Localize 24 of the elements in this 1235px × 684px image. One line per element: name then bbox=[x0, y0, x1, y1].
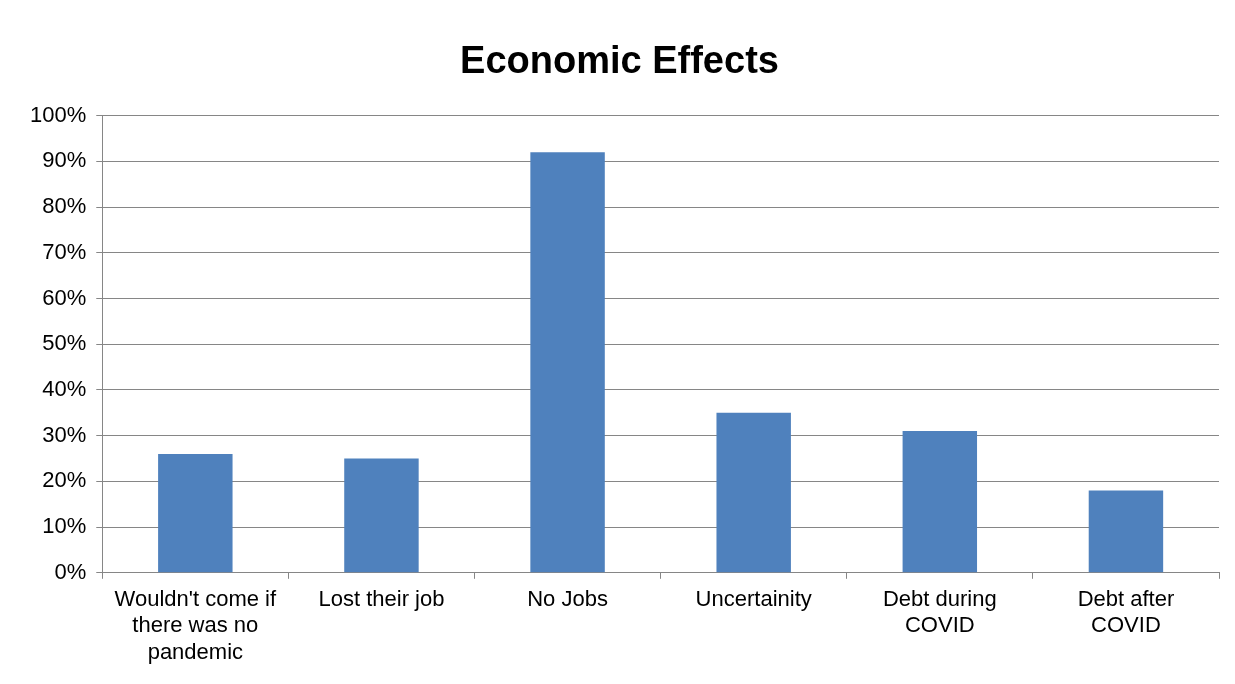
y-tick-label: 10% bbox=[42, 513, 87, 539]
bar bbox=[344, 458, 419, 573]
bar bbox=[158, 453, 233, 573]
bar bbox=[1088, 490, 1164, 573]
x-tick-label: Uncertainity bbox=[695, 586, 812, 612]
y-tick-label: 100% bbox=[29, 101, 87, 127]
x-tick-label: Debt during COVID bbox=[882, 586, 997, 638]
y-tick-label: 60% bbox=[42, 284, 87, 310]
x-tick-label: No Jobs bbox=[527, 586, 608, 612]
x-tick-label: Lost their job bbox=[318, 586, 445, 612]
y-tick-label: 90% bbox=[42, 147, 87, 173]
y-tick-label: 50% bbox=[42, 330, 87, 356]
y-tick-label: 40% bbox=[42, 375, 87, 401]
y-tick-label: 20% bbox=[42, 467, 87, 493]
chart-title: Economic Effects bbox=[460, 39, 779, 82]
x-tick-label: Debt after COVID bbox=[1077, 586, 1175, 638]
y-tick-label: 70% bbox=[42, 238, 87, 264]
bar bbox=[902, 431, 978, 573]
y-tick-label: 80% bbox=[42, 193, 87, 219]
y-tick-label: 0% bbox=[54, 558, 87, 584]
x-tick-label: Wouldn't come if there was no pandemic bbox=[114, 586, 277, 664]
bar bbox=[530, 152, 605, 573]
bar bbox=[716, 412, 791, 573]
y-tick-label: 30% bbox=[42, 421, 87, 447]
